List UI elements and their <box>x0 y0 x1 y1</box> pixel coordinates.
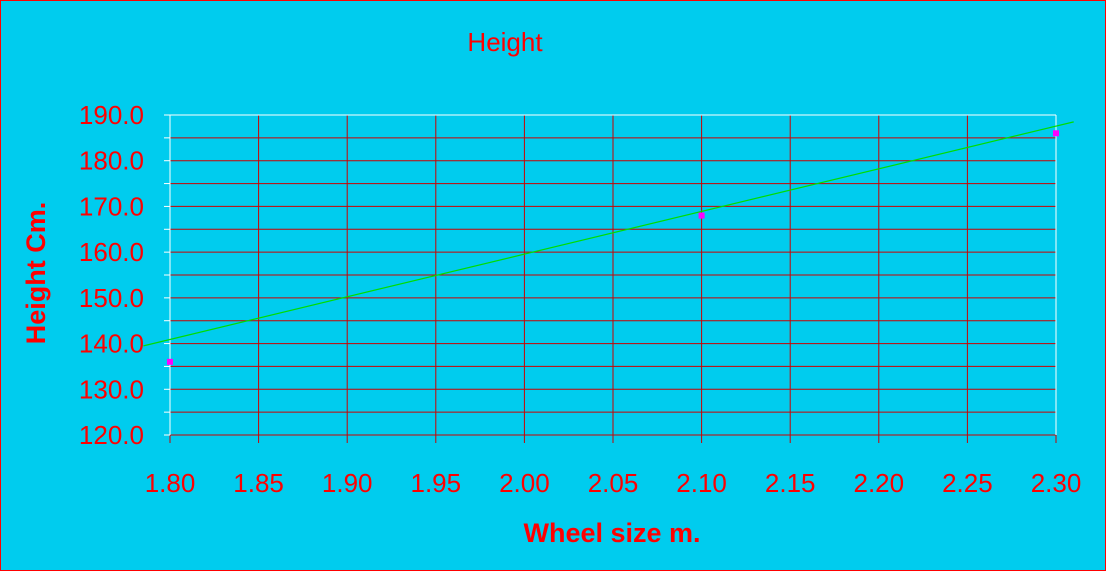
y-tick-label: 180.0 <box>79 146 144 176</box>
y-tick-label: 140.0 <box>79 329 144 359</box>
x-tick-label: 2.15 <box>765 468 816 498</box>
x-axis-title: Wheel size m. <box>523 518 700 548</box>
data-point <box>167 358 173 365</box>
y-tick-label: 190.0 <box>79 100 144 130</box>
x-tick-label: 1.90 <box>322 468 373 498</box>
x-axis-ticks: 1.80 1.85 1.90 1.95 2.00 2.05 2.10 2.15 2.20 2.25… <box>145 468 1082 498</box>
x-tick-label: 2.25 <box>942 468 993 498</box>
y-tick-label: 160.0 <box>79 237 144 267</box>
trendline-line <box>143 121 1074 347</box>
trendline <box>143 121 1074 347</box>
x-tick-label: 1.85 <box>233 468 284 498</box>
y-tick-label: 170.0 <box>79 191 144 221</box>
x-tick-label: 2.05 <box>588 468 639 498</box>
x-tick-label: 1.95 <box>410 468 461 498</box>
y-axis-ticks: 120.0 130.0 140.0 150.0 160.0 170.0 180.0 190.0 <box>79 100 144 450</box>
y-tick-label: 120.0 <box>79 420 144 450</box>
y-tick-label: 150.0 <box>79 283 144 313</box>
chart-title: Height <box>467 27 543 57</box>
data-point <box>698 212 705 219</box>
data-point <box>1053 130 1059 137</box>
x-tick-label: 2.00 <box>499 468 550 498</box>
y-axis-title: Height Cm. <box>21 202 51 345</box>
data-points <box>167 130 1059 365</box>
grid <box>164 114 1057 443</box>
x-tick-label: 2.20 <box>853 468 904 498</box>
x-tick-label: 1.80 <box>145 468 196 498</box>
x-tick-label: 2.30 <box>1031 468 1082 498</box>
x-tick-label: 2.10 <box>676 468 727 498</box>
y-tick-label: 130.0 <box>79 374 144 404</box>
